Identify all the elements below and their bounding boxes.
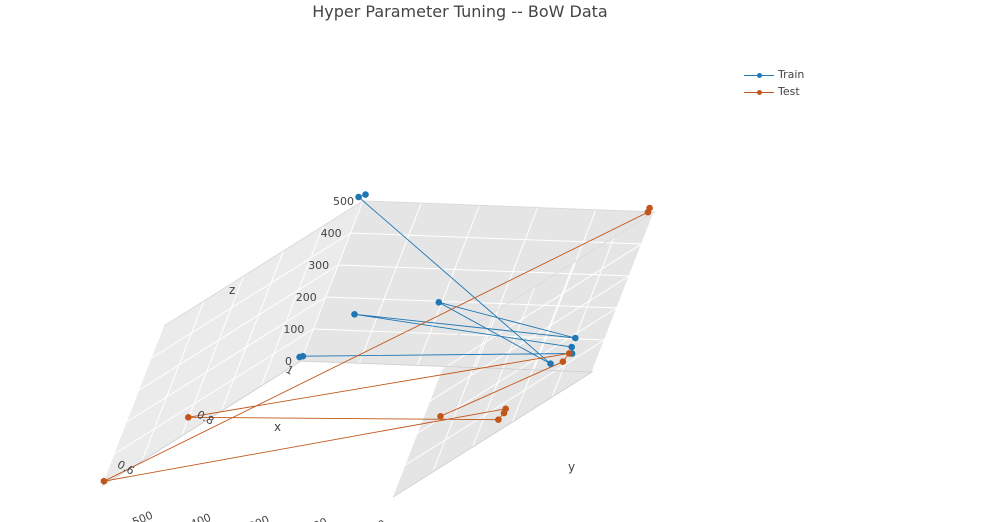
legend: Train Test — [744, 66, 804, 100]
series-line-train — [299, 194, 576, 365]
y-tick-label: 500 — [130, 509, 154, 522]
x-axis-label: x — [274, 420, 281, 434]
gridline-z — [138, 264, 339, 391]
z-tick-label: 400 — [321, 227, 342, 240]
gridline-x — [551, 236, 615, 398]
scene-walls — [102, 201, 654, 497]
legend-item-test[interactable]: Test — [744, 83, 804, 100]
z-tick-label: 300 — [308, 259, 329, 272]
gridline-x — [220, 250, 284, 412]
chart-title: Hyper Parameter Tuning -- BoW Data — [312, 2, 608, 21]
data-point-train[interactable] — [547, 360, 554, 368]
z-tick-label: 500 — [333, 195, 354, 208]
data-point-train[interactable] — [568, 343, 575, 351]
data-point-test[interactable] — [559, 358, 567, 366]
gridline-y — [475, 207, 539, 368]
y-tick-label: 200 — [305, 515, 329, 522]
floor-edge — [101, 360, 594, 498]
gridline-x — [511, 261, 575, 423]
legend-swatch-test — [744, 87, 774, 97]
data-point-train[interactable] — [362, 191, 369, 198]
data-point-test[interactable] — [565, 350, 573, 357]
data-point-test[interactable] — [495, 416, 502, 424]
top-edge — [163, 200, 656, 338]
legend-label-test: Test — [778, 85, 800, 98]
gridline-z — [114, 328, 314, 455]
gridline-y — [416, 205, 480, 366]
data-point-train[interactable] — [351, 311, 358, 318]
gridline-y — [300, 200, 364, 362]
gridline-x — [181, 275, 245, 437]
gridline-z — [151, 232, 351, 359]
gridline-x — [141, 300, 205, 462]
side-wall-far — [102, 201, 363, 486]
legend-label-train: Train — [778, 68, 805, 81]
gridline-x — [432, 311, 496, 473]
data-point-test[interactable] — [100, 477, 108, 485]
y-tick-label: 400 — [189, 511, 213, 522]
data-point-test[interactable] — [437, 413, 444, 420]
data-point-train[interactable] — [296, 353, 303, 361]
series-markers — [100, 191, 653, 485]
data-point-train[interactable] — [572, 334, 579, 342]
y-axis-label: y — [568, 460, 575, 474]
gridline-x — [260, 225, 324, 387]
legend-swatch-train — [744, 70, 774, 80]
y-tick-label: 300 — [247, 513, 271, 522]
series-lines — [103, 194, 651, 482]
z-tick-label: 0 — [285, 355, 292, 368]
z-axis-label: z — [229, 283, 235, 297]
data-point-train[interactable] — [435, 299, 443, 306]
legend-item-train[interactable]: Train — [744, 66, 804, 83]
y-tick-label: 100 — [363, 517, 387, 522]
data-point-test[interactable] — [185, 414, 192, 421]
data-point-test[interactable] — [500, 409, 508, 417]
z-tick-label: 200 — [296, 291, 317, 304]
gridline-z — [126, 296, 327, 423]
axis-ticks: 0100200300400500010020030040050010.80.6 — [115, 195, 388, 522]
data-point-train[interactable] — [355, 193, 362, 201]
z-tick-label: 100 — [283, 323, 304, 336]
gridline-x — [472, 286, 536, 448]
side-wall-xz — [393, 212, 654, 497]
gridline-y — [591, 211, 655, 373]
data-point-test[interactable] — [644, 208, 652, 216]
series-line-test — [103, 207, 651, 482]
gridline-y — [358, 203, 422, 364]
